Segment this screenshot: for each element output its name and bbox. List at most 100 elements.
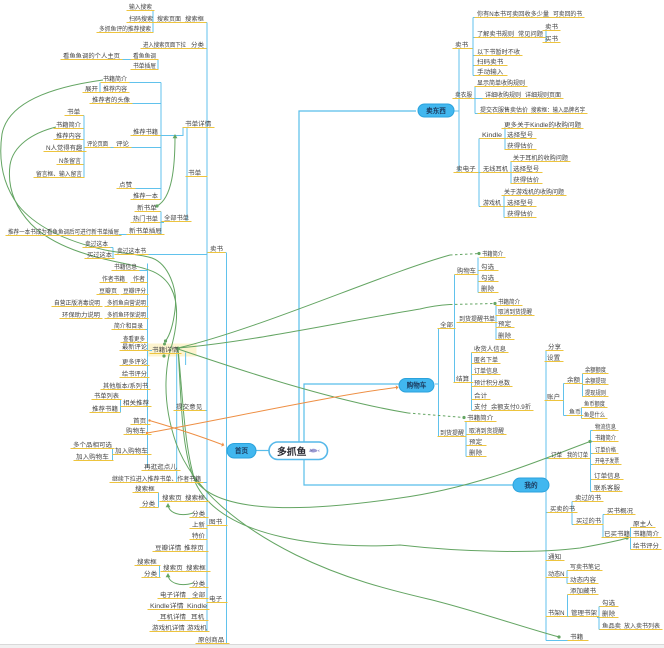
- svg-text:继续下拉进入推荐书单、作者书籍: 继续下拉进入推荐书单、作者书籍: [112, 475, 201, 483]
- svg-text:通知: 通知: [548, 553, 561, 561]
- svg-text:推荐内容: 推荐内容: [56, 132, 81, 140]
- svg-text:再逛逛点儿: 再逛逛点儿: [144, 463, 177, 471]
- svg-text:鱼品卖: 鱼品卖: [602, 622, 621, 630]
- svg-text:进入搜索页面下拉: 进入搜索页面下拉: [143, 41, 186, 49]
- svg-text:原主人: 原主人: [633, 520, 653, 528]
- svg-text:更多关于Kindle的收购问题: 更多关于Kindle的收购问题: [504, 121, 581, 129]
- svg-text:分享: 分享: [548, 343, 561, 351]
- svg-text:更多评论: 更多评论: [122, 358, 148, 366]
- svg-text:搜索框: 搜索框: [137, 558, 157, 566]
- svg-text:购物车: 购物车: [126, 427, 146, 435]
- svg-text:书单: 书单: [67, 108, 80, 116]
- svg-text:获得估价: 获得估价: [507, 210, 533, 218]
- svg-text:扫码卖书: 扫码卖书: [477, 58, 503, 66]
- svg-text:给书评分: 给书评分: [122, 370, 147, 378]
- svg-text:物流信息: 物流信息: [595, 423, 616, 431]
- svg-text:支付: 支付: [474, 403, 487, 411]
- svg-text:选择型号: 选择型号: [507, 199, 533, 207]
- svg-text:账户: 账户: [547, 393, 560, 401]
- svg-text:N人觉得有趣: N人觉得有趣: [46, 144, 82, 152]
- svg-text:匿名下单: 匿名下单: [474, 356, 498, 364]
- svg-text:豆瓣评分: 豆瓣评分: [123, 287, 146, 295]
- svg-text:Kindle详情: Kindle详情: [150, 602, 184, 610]
- svg-text:勾选: 勾选: [481, 274, 494, 282]
- svg-text:提现规则: 提现规则: [585, 389, 606, 397]
- svg-text:查看更多: 查看更多: [123, 335, 145, 343]
- svg-text:分类: 分类: [191, 41, 204, 49]
- svg-text:动态内容: 动态内容: [570, 576, 596, 584]
- svg-text:作者: 作者: [133, 275, 145, 283]
- svg-text:耳机详情: 耳机详情: [160, 613, 186, 621]
- svg-text:买书概况: 买书概况: [607, 507, 633, 515]
- svg-text:上新: 上新: [192, 521, 205, 529]
- svg-text:特价: 特价: [192, 532, 205, 540]
- svg-text:显示简单收购规则: 显示简单收购规则: [477, 79, 525, 87]
- svg-text:设置: 设置: [547, 354, 560, 362]
- svg-text:输入搜索: 输入搜索: [129, 3, 152, 11]
- svg-text:首页: 首页: [133, 417, 146, 425]
- svg-text:搜索页面: 搜索页面: [157, 15, 181, 23]
- svg-text:删除: 删除: [469, 449, 483, 457]
- svg-text:多个品相可选: 多个品相可选: [73, 441, 112, 449]
- svg-text:扫码搜索: 扫码搜索: [129, 15, 153, 23]
- svg-text:豆瓣详情: 豆瓣详情: [155, 544, 181, 552]
- svg-text:作者书籍: 作者书籍: [102, 275, 125, 283]
- svg-text:看鱼鱼调: 看鱼鱼调: [133, 52, 156, 60]
- svg-text:其他版本/系列书: 其他版本/系列书: [103, 382, 148, 390]
- svg-text:推荐一本书成为看鱼鱼调后可进行新书单插屉: 推荐一本书成为看鱼鱼调后可进行新书单插屉: [8, 228, 119, 236]
- svg-text:手动输入: 手动输入: [477, 68, 503, 76]
- svg-text:多抓鱼: 多抓鱼: [277, 445, 307, 458]
- svg-text:勾选: 勾选: [481, 263, 494, 271]
- svg-text:多抓鱼自营说明: 多抓鱼自营说明: [107, 299, 146, 307]
- svg-text:书籍: 书籍: [570, 633, 583, 641]
- svg-text:加入购物车: 加入购物车: [76, 453, 109, 461]
- svg-text:关于游戏机的收购问题: 关于游戏机的收购问题: [504, 188, 564, 196]
- svg-text:书单列表: 书单列表: [94, 392, 119, 400]
- svg-text:书架N: 书架N: [548, 609, 565, 617]
- svg-text:N条留言: N条留言: [59, 157, 81, 165]
- svg-text:我的订单: 我的订单: [567, 451, 588, 459]
- svg-text:买过这本: 买过这本: [87, 251, 112, 259]
- svg-text:订单: 订单: [551, 451, 562, 459]
- svg-text:无线耳机: 无线耳机: [483, 165, 509, 173]
- svg-text:购物车: 购物车: [407, 381, 427, 390]
- svg-text:卖书: 卖书: [455, 41, 468, 49]
- svg-text:推荐内容: 推荐内容: [103, 85, 127, 93]
- svg-text:环保助力说明: 环保助力说明: [62, 311, 100, 319]
- svg-text:全部书单: 全部书单: [164, 214, 189, 222]
- svg-text:预定: 预定: [469, 438, 482, 446]
- svg-text:书籍详情: 书籍详情: [152, 346, 178, 354]
- svg-text:搜索框: 搜索框: [185, 494, 205, 502]
- svg-text:原创商品: 原创商品: [198, 636, 224, 644]
- svg-text:书籍简介: 书籍简介: [56, 121, 82, 129]
- svg-text:余额提现: 余额提现: [585, 377, 606, 385]
- svg-text:鱼是什么: 鱼是什么: [584, 411, 605, 419]
- svg-text:添加藏书: 添加藏书: [570, 587, 596, 595]
- svg-text:卖过的书: 卖过的书: [575, 494, 601, 502]
- svg-text:书籍简介: 书籍简介: [103, 75, 128, 83]
- svg-text:游戏机: 游戏机: [483, 199, 502, 207]
- svg-text:展开: 展开: [85, 86, 98, 93]
- svg-text:推荐页: 推荐页: [184, 544, 204, 552]
- svg-text:耳机: 耳机: [191, 613, 205, 621]
- svg-text:可卖回的书: 可卖回的书: [553, 10, 582, 18]
- svg-text:管理书架: 管理书架: [571, 609, 597, 617]
- svg-text:预计积分总数: 预计积分总数: [474, 379, 511, 387]
- svg-text:联系客服: 联系客服: [594, 484, 620, 492]
- svg-text:书单插屉: 书单插屉: [133, 62, 156, 70]
- svg-text:卖书: 卖书: [545, 23, 558, 31]
- svg-text:删除: 删除: [498, 332, 512, 340]
- svg-text:书籍简介: 书籍简介: [498, 298, 521, 306]
- svg-text:买过的书: 买过的书: [576, 517, 601, 525]
- svg-text:订单信息: 订单信息: [594, 472, 620, 480]
- svg-text:书单: 书单: [188, 169, 201, 177]
- svg-text:你有N本书可卖回收多少量: 你有N本书可卖回收多少量: [477, 10, 549, 18]
- svg-text:游戏机: 游戏机: [187, 624, 208, 632]
- svg-text:评论: 评论: [116, 140, 130, 148]
- svg-text:全部: 全部: [192, 591, 205, 599]
- svg-text:Kindle: Kindle: [482, 132, 503, 139]
- svg-text:合计: 合计: [474, 392, 487, 400]
- svg-text:分类: 分类: [142, 500, 155, 508]
- svg-text:放入卖书列表: 放入卖书列表: [624, 622, 660, 630]
- svg-text:加入购物车: 加入购物车: [115, 447, 148, 455]
